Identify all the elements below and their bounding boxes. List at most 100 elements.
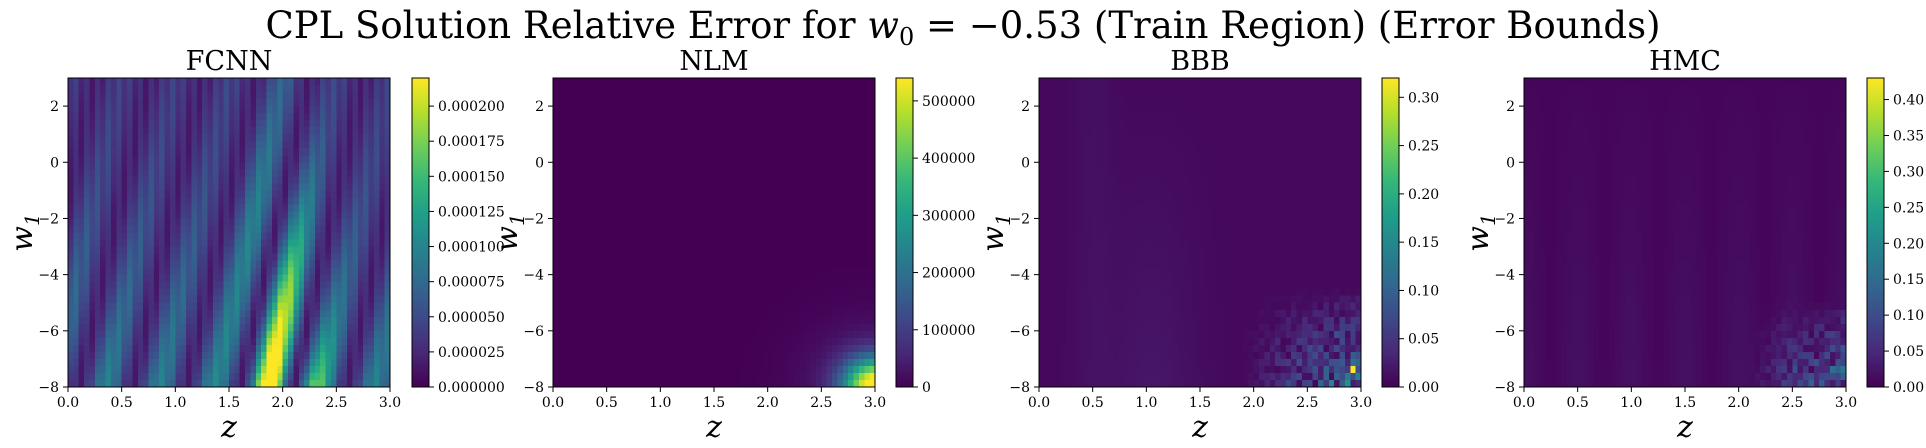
heatmap-cell bbox=[234, 274, 241, 283]
heatmap-cell bbox=[579, 99, 586, 107]
heatmap-cell bbox=[94, 92, 101, 100]
heatmap-cell bbox=[714, 239, 720, 248]
heatmap-cell bbox=[282, 197, 289, 206]
heatmap-cell bbox=[250, 267, 257, 276]
heatmap-cell bbox=[574, 323, 581, 332]
heatmap-cell bbox=[558, 309, 565, 318]
heatmap-cell bbox=[239, 274, 246, 283]
heatmap-cell bbox=[719, 141, 726, 149]
heatmap-cell bbox=[724, 323, 731, 332]
heatmap-cell bbox=[94, 225, 101, 234]
heatmap-cell bbox=[207, 141, 214, 149]
heatmap-cell bbox=[298, 106, 305, 114]
heatmap-cell bbox=[357, 113, 364, 121]
heatmap-cell bbox=[127, 169, 133, 177]
heatmap-cell bbox=[826, 120, 833, 128]
heatmap-cell bbox=[687, 176, 694, 184]
heatmap-cell bbox=[708, 141, 715, 149]
heatmap-cell bbox=[692, 162, 699, 170]
heatmap-cell bbox=[293, 204, 300, 213]
heatmap-cell bbox=[799, 225, 806, 234]
heatmap-cell bbox=[218, 372, 225, 381]
heatmap-cell bbox=[751, 85, 758, 93]
heatmap-cell bbox=[574, 351, 581, 360]
heatmap-cell bbox=[687, 141, 694, 149]
heatmap-cell bbox=[110, 176, 117, 184]
heatmap-cell bbox=[773, 253, 779, 262]
heatmap-cell bbox=[687, 155, 694, 163]
heatmap-cell bbox=[654, 85, 661, 93]
heatmap-cell bbox=[735, 120, 742, 128]
heatmap-cell bbox=[384, 225, 391, 234]
heatmap-cell bbox=[783, 281, 790, 290]
heatmap-cell bbox=[740, 246, 747, 255]
heatmap-cell bbox=[654, 183, 661, 191]
heatmap-cell bbox=[789, 99, 796, 107]
heatmap-cell bbox=[148, 204, 155, 213]
heatmap-cell bbox=[169, 85, 176, 93]
heatmap-cell bbox=[288, 372, 294, 381]
heatmap-cell bbox=[805, 288, 812, 297]
heatmap-cell bbox=[68, 253, 74, 262]
heatmap-cell bbox=[633, 78, 640, 86]
heatmap-cell bbox=[373, 351, 380, 360]
heatmap-cell bbox=[325, 295, 332, 304]
heatmap-cell bbox=[153, 358, 160, 367]
heatmap-cell bbox=[191, 295, 198, 304]
heatmap-cell bbox=[207, 211, 214, 220]
heatmap-cell bbox=[740, 176, 747, 184]
heatmap-cell bbox=[553, 134, 559, 142]
heatmap-cell bbox=[660, 232, 667, 241]
heatmap-cell bbox=[815, 337, 822, 346]
heatmap-cell bbox=[826, 134, 833, 142]
heatmap-cell bbox=[762, 162, 769, 170]
heatmap-cell bbox=[638, 330, 645, 339]
heatmap-cell bbox=[277, 169, 284, 177]
heatmap-cell bbox=[110, 162, 117, 170]
heatmap-cell bbox=[735, 344, 742, 353]
heatmap-cell bbox=[298, 92, 305, 100]
heatmap-cell bbox=[724, 344, 731, 353]
heatmap-cell bbox=[341, 351, 348, 360]
heatmap-cell bbox=[799, 309, 806, 318]
heatmap-cell bbox=[794, 183, 801, 191]
heatmap-cell bbox=[606, 358, 613, 367]
heatmap-cell bbox=[676, 183, 683, 191]
heatmap-cell bbox=[325, 141, 332, 149]
heatmap-cell bbox=[309, 106, 316, 114]
heatmap-cell bbox=[347, 127, 354, 135]
heatmap-cell bbox=[239, 379, 246, 388]
heatmap-cell bbox=[330, 330, 337, 339]
heatmap-cell bbox=[159, 127, 166, 135]
heatmap-cell bbox=[298, 372, 305, 381]
heatmap-cell bbox=[218, 85, 225, 93]
heatmap-cell bbox=[579, 120, 586, 128]
heatmap-cell bbox=[320, 365, 327, 374]
heatmap-cell bbox=[703, 351, 710, 360]
heatmap-cell bbox=[815, 141, 822, 149]
heatmap-cell bbox=[84, 267, 91, 276]
heatmap-cell bbox=[751, 141, 758, 149]
heatmap-cell bbox=[234, 155, 241, 163]
heatmap-cell bbox=[746, 85, 753, 93]
heatmap-cell bbox=[148, 316, 155, 325]
heatmap-cell bbox=[601, 134, 608, 142]
heatmap-cell bbox=[180, 358, 187, 367]
heatmap-cell bbox=[574, 260, 581, 269]
heatmap-cell bbox=[601, 351, 608, 360]
heatmap-cell bbox=[325, 92, 332, 100]
heatmap-cell bbox=[756, 169, 763, 177]
heatmap-cell bbox=[751, 99, 758, 107]
heatmap-cell bbox=[212, 365, 219, 374]
heatmap-cell bbox=[84, 232, 91, 241]
heatmap-cell bbox=[196, 134, 203, 142]
heatmap-cell bbox=[212, 267, 219, 276]
heatmap-cell bbox=[569, 295, 576, 304]
heatmap-cell bbox=[89, 253, 96, 262]
heatmap-cell bbox=[654, 176, 661, 184]
heatmap-cell bbox=[127, 190, 133, 198]
heatmap-cell bbox=[239, 155, 246, 163]
heatmap-cell bbox=[697, 344, 704, 353]
heatmap-cell bbox=[352, 281, 359, 290]
heatmap-cell bbox=[110, 113, 117, 121]
